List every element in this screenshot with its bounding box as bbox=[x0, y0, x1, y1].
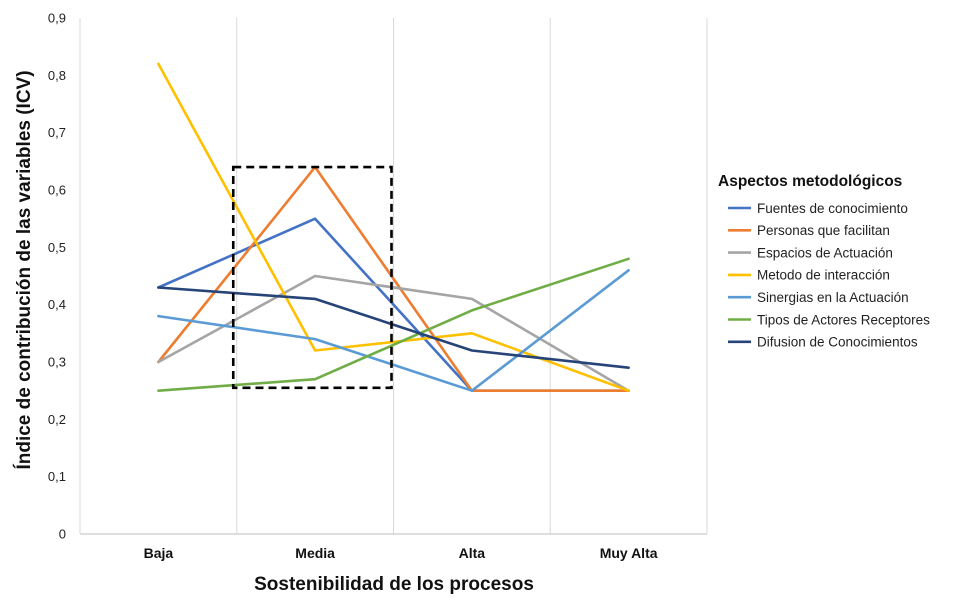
y-tick-label: 0,6 bbox=[48, 183, 66, 198]
gridlines bbox=[79, 18, 708, 534]
y-tick-label: 0,5 bbox=[48, 240, 66, 255]
x-tick-label: Baja bbox=[144, 545, 174, 561]
legend-label: Tipos de Actores Receptores bbox=[757, 312, 930, 327]
x-tick-label: Media bbox=[295, 545, 335, 561]
y-tick-label: 0,4 bbox=[48, 297, 66, 312]
y-tick-label: 0,3 bbox=[48, 355, 66, 370]
y-tick-label: 0,9 bbox=[48, 11, 66, 26]
y-tick-label: 0 bbox=[59, 527, 66, 542]
legend-title: Aspectos metodológicos bbox=[718, 173, 902, 190]
legend-label: Espacios de Actuación bbox=[757, 245, 893, 260]
series-line bbox=[157, 257, 630, 393]
x-tick-label: Alta bbox=[459, 545, 486, 561]
y-tick-label: 0,2 bbox=[48, 412, 66, 427]
series-lines bbox=[157, 62, 630, 393]
series-line bbox=[157, 286, 630, 370]
x-axis-title: Sostenibilidad de los procesos bbox=[254, 574, 534, 595]
annotations bbox=[231, 165, 393, 390]
legend: Aspectos metodológicos Fuentes de conocim… bbox=[718, 173, 930, 350]
legend-label: Personas que facilitan bbox=[757, 223, 890, 238]
axes: 0 0,1 0,2 0,3 0,4 0,5 0,6 0,7 0,8 0,9 Baja Media Alt… bbox=[48, 11, 707, 561]
x-tick-label: Muy Alta bbox=[600, 545, 658, 561]
series-line bbox=[157, 274, 630, 393]
y-tick-label: 0,1 bbox=[48, 469, 66, 484]
series-line bbox=[157, 268, 630, 393]
series-line bbox=[157, 165, 630, 393]
legend-label: Sinergias en la Actuación bbox=[757, 290, 909, 305]
y-tick-label: 0,8 bbox=[48, 68, 66, 83]
highlight-box bbox=[231, 165, 393, 390]
y-axis-title: Índice de contribución de las variables … bbox=[13, 70, 35, 469]
y-tick-label: 0,7 bbox=[48, 125, 66, 140]
legend-label: Fuentes de conocimiento bbox=[757, 201, 908, 216]
series-line bbox=[157, 62, 630, 393]
legend-label: Difusion de Conocimientos bbox=[757, 335, 918, 350]
legend-label: Metodo de interacción bbox=[757, 268, 890, 283]
